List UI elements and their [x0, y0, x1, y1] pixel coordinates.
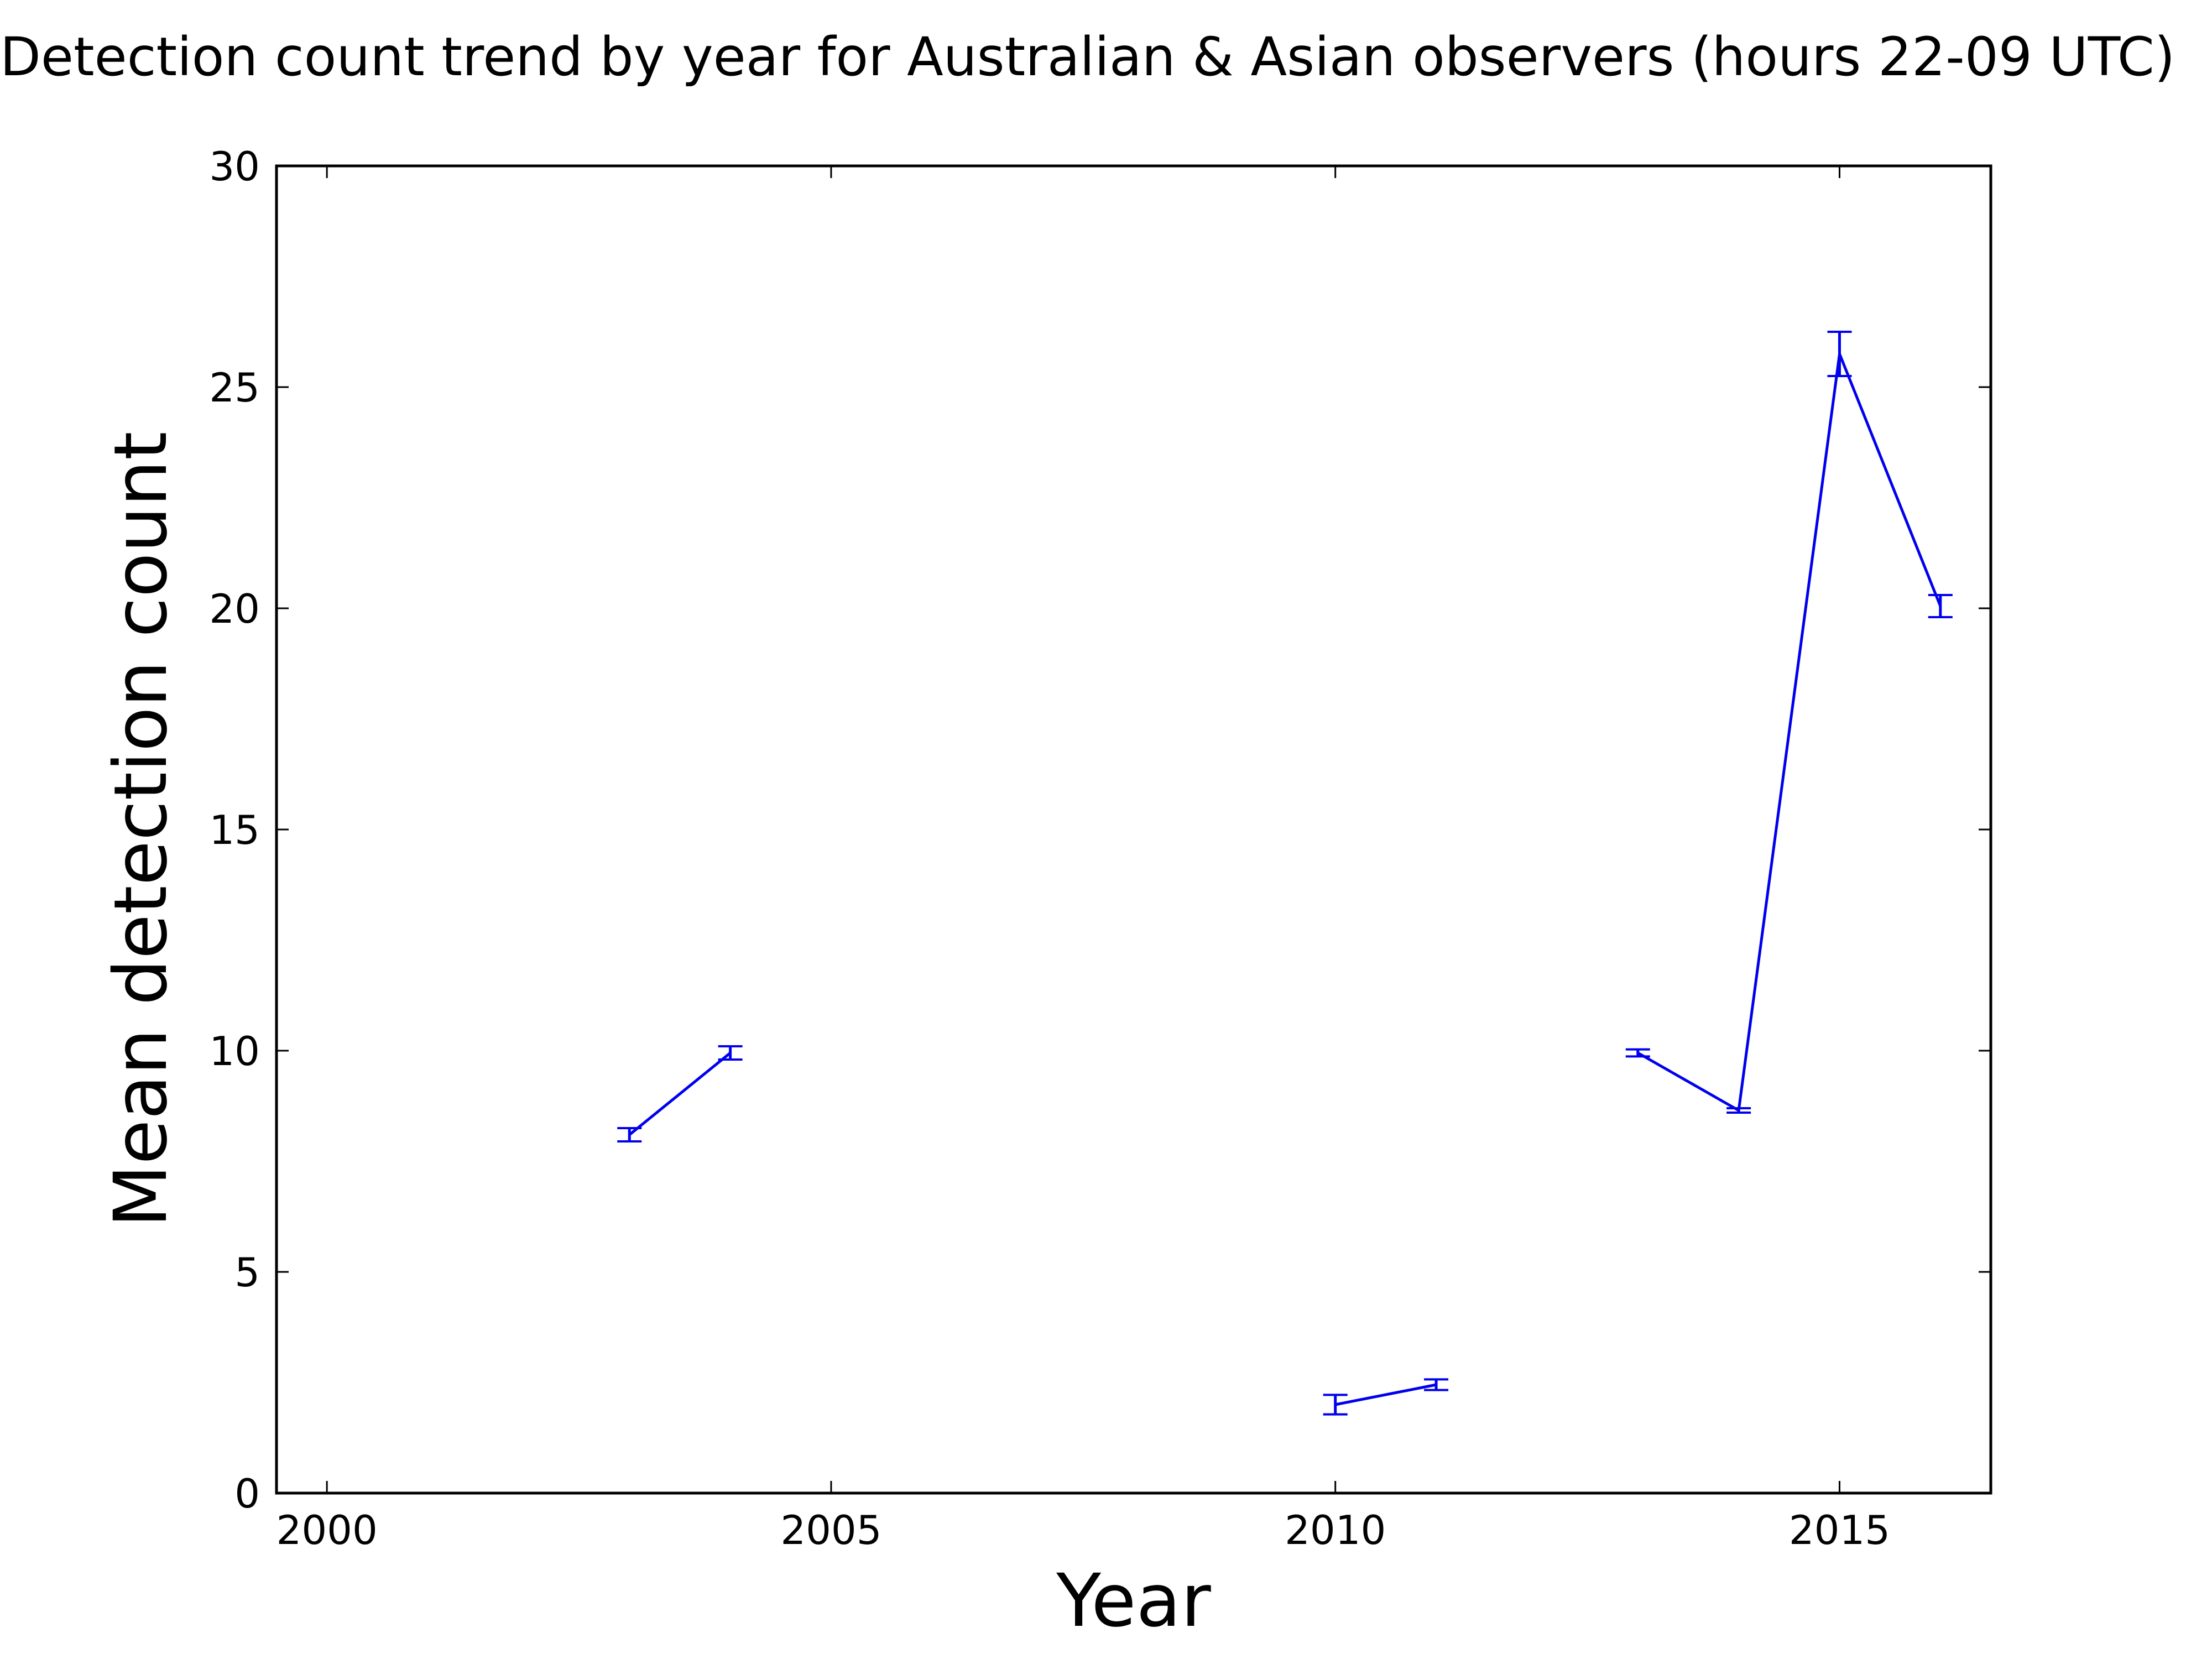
y-axis-label: Mean detection count: [98, 431, 184, 1227]
x-tick-label: 2010: [1285, 1507, 1386, 1553]
y-tick-label: 20: [209, 586, 260, 632]
series-line-segment: [628, 1052, 732, 1136]
y-tick-label: 0: [234, 1470, 260, 1517]
x-tick-label: 2015: [1789, 1507, 1890, 1553]
series-line-segment: [1637, 348, 1942, 1113]
y-tick-label: 15: [209, 807, 260, 853]
x-axis-label: Year: [1056, 1558, 1211, 1644]
series-line-segment: [1335, 1383, 1437, 1406]
y-tick-label: 10: [209, 1028, 260, 1074]
x-tick-label: 2000: [276, 1507, 378, 1553]
x-tick-label: 2005: [780, 1507, 881, 1553]
plot-frame: [275, 164, 1992, 1495]
y-tick-label: 25: [209, 364, 260, 411]
y-tick-label: 5: [234, 1249, 260, 1296]
y-tick-label: 30: [209, 143, 260, 190]
chart-title: Detection count trend by year for Austra…: [0, 26, 2175, 88]
